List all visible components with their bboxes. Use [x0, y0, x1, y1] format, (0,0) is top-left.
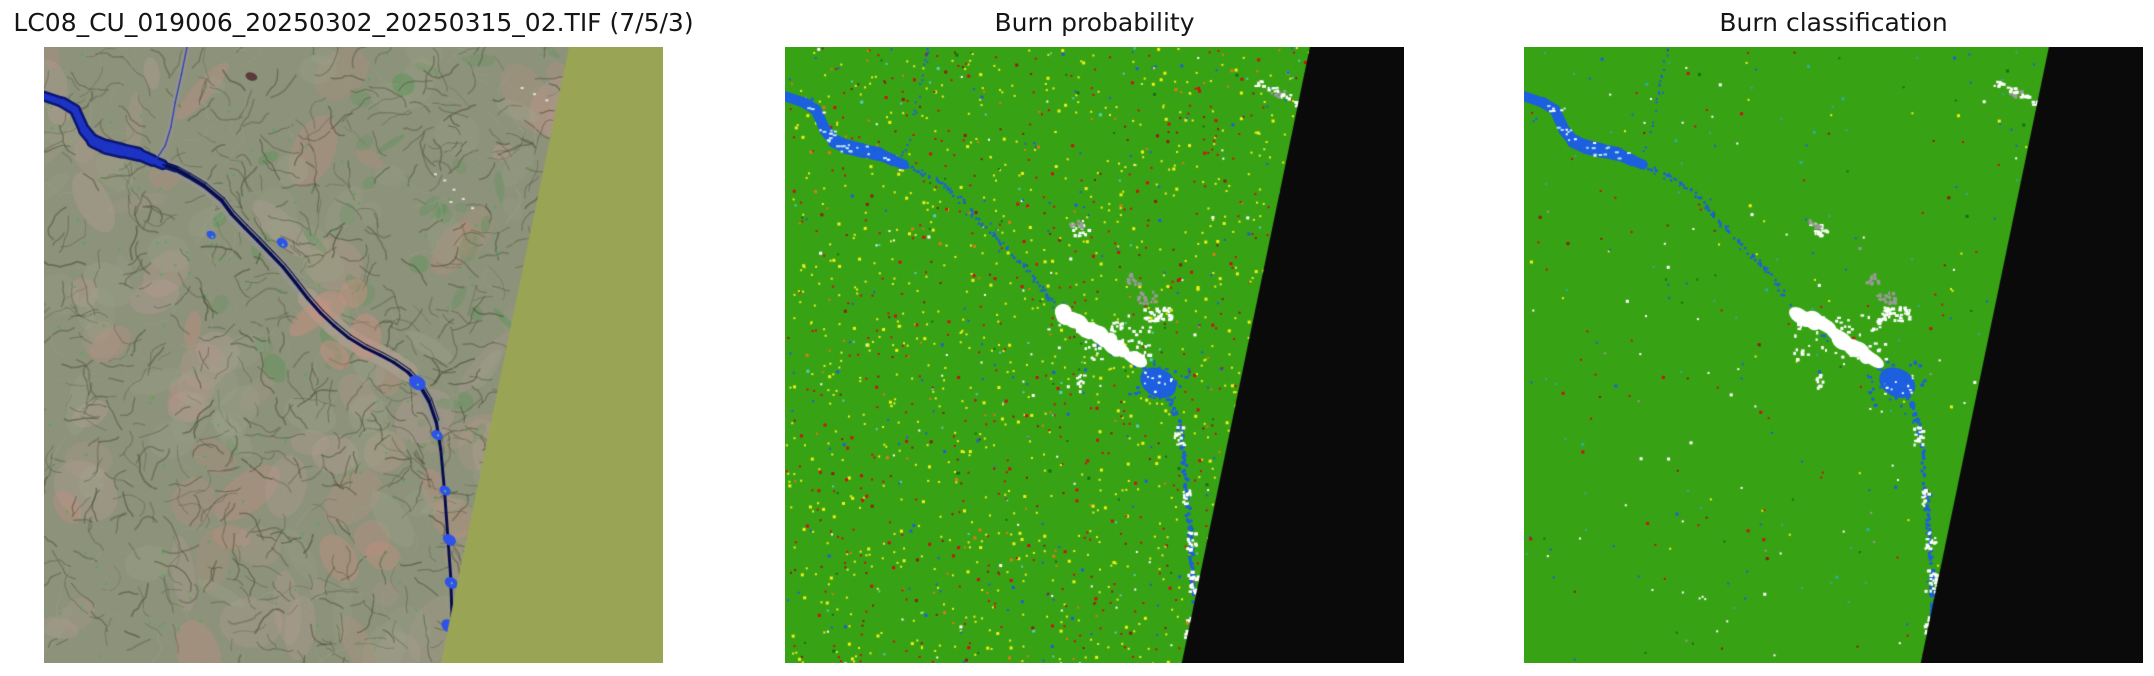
burn-probability-image: [785, 47, 1404, 663]
composite-panel-title: LC08_CU_019006_20250302_20250315_02.TIF …: [13, 8, 694, 37]
burn-classification-image: [1524, 47, 2143, 663]
landsat-composite-image: [44, 47, 663, 663]
burn-probability-title: Burn probability: [994, 8, 1195, 37]
burn-classification-title: Burn classification: [1719, 8, 1948, 37]
